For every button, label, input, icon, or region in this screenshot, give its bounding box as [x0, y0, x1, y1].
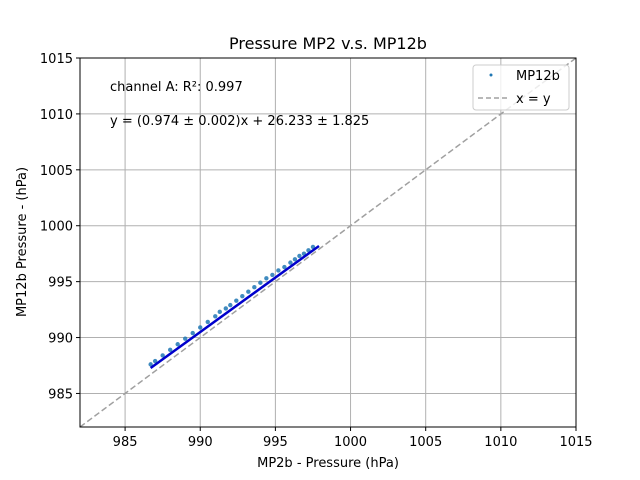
scatter-point — [205, 319, 210, 325]
annotation-r-squared: channel A: R²: 0.997 — [110, 80, 243, 95]
legend: MP12b x = y — [472, 64, 570, 111]
fit-line-layer — [149, 244, 320, 369]
scatter-point — [148, 362, 153, 367]
scatter-point — [297, 253, 302, 259]
scatter-point — [223, 306, 228, 311]
scatter-points — [148, 244, 316, 367]
y-tick-label: 1015 — [40, 52, 73, 67]
y-tick-label: 1005 — [40, 164, 73, 179]
legend-marker-mp12b — [489, 73, 493, 77]
x-tick-label: 1005 — [409, 435, 442, 450]
scatter-point — [252, 285, 257, 290]
x-tick-label: 1015 — [559, 435, 592, 450]
axis-ticks: 985 990 995 1000 1005 1010 1015 985 990 995 1000 10… — [40, 52, 593, 450]
y-tick-label: 990 — [48, 332, 73, 347]
chart-title: Pressure MP2 v.s. MP12b — [229, 34, 427, 53]
scatter-point — [160, 353, 165, 358]
scatter-point — [292, 257, 298, 262]
scatter-point — [282, 264, 287, 270]
scatter-point — [288, 260, 293, 265]
y-axis-title: MP12b Pressure - (hPa) — [15, 167, 30, 317]
reference-line-layer — [79, 57, 577, 428]
y-tick-label: 995 — [48, 276, 73, 291]
scatter-point — [167, 347, 173, 353]
x-tick-label: 985 — [113, 435, 138, 450]
x-tick-label: 1010 — [484, 435, 517, 450]
scatter-point — [190, 330, 195, 336]
scatter-point — [246, 289, 251, 294]
scatter-point — [240, 293, 245, 299]
x-tick-label: 990 — [188, 435, 213, 450]
y-tick-label: 985 — [48, 387, 73, 402]
scatter-point — [198, 325, 203, 330]
scatter-point — [183, 336, 188, 341]
legend-label-x-eq-y: x = y — [516, 92, 551, 107]
plot-frame — [79, 57, 577, 428]
x-tick-label: 1000 — [334, 435, 367, 450]
scatter-point — [228, 302, 233, 308]
x-axis-title: MP2b - Pressure (hPa) — [257, 456, 399, 471]
scatter-point — [270, 272, 275, 278]
scatter-point — [213, 314, 218, 319]
scatter-point — [264, 276, 269, 281]
scatter-point — [152, 358, 158, 364]
scatter-point — [276, 268, 281, 273]
scatter-point — [217, 309, 222, 315]
fit-line — [149, 244, 320, 369]
legend-label-mp12b: MP12b — [516, 69, 560, 84]
annotation-fit-equation: y = (0.974 ± 0.002)x + 26.233 ± 1.825 — [110, 114, 369, 129]
scatter-point — [234, 298, 239, 303]
y-tick-label: 1000 — [40, 220, 73, 235]
scatter-point — [258, 280, 263, 285]
scatter-point — [175, 342, 180, 347]
y-tick-label: 1010 — [40, 108, 73, 123]
x-eq-y-line — [79, 57, 577, 428]
x-tick-label: 995 — [263, 435, 288, 450]
